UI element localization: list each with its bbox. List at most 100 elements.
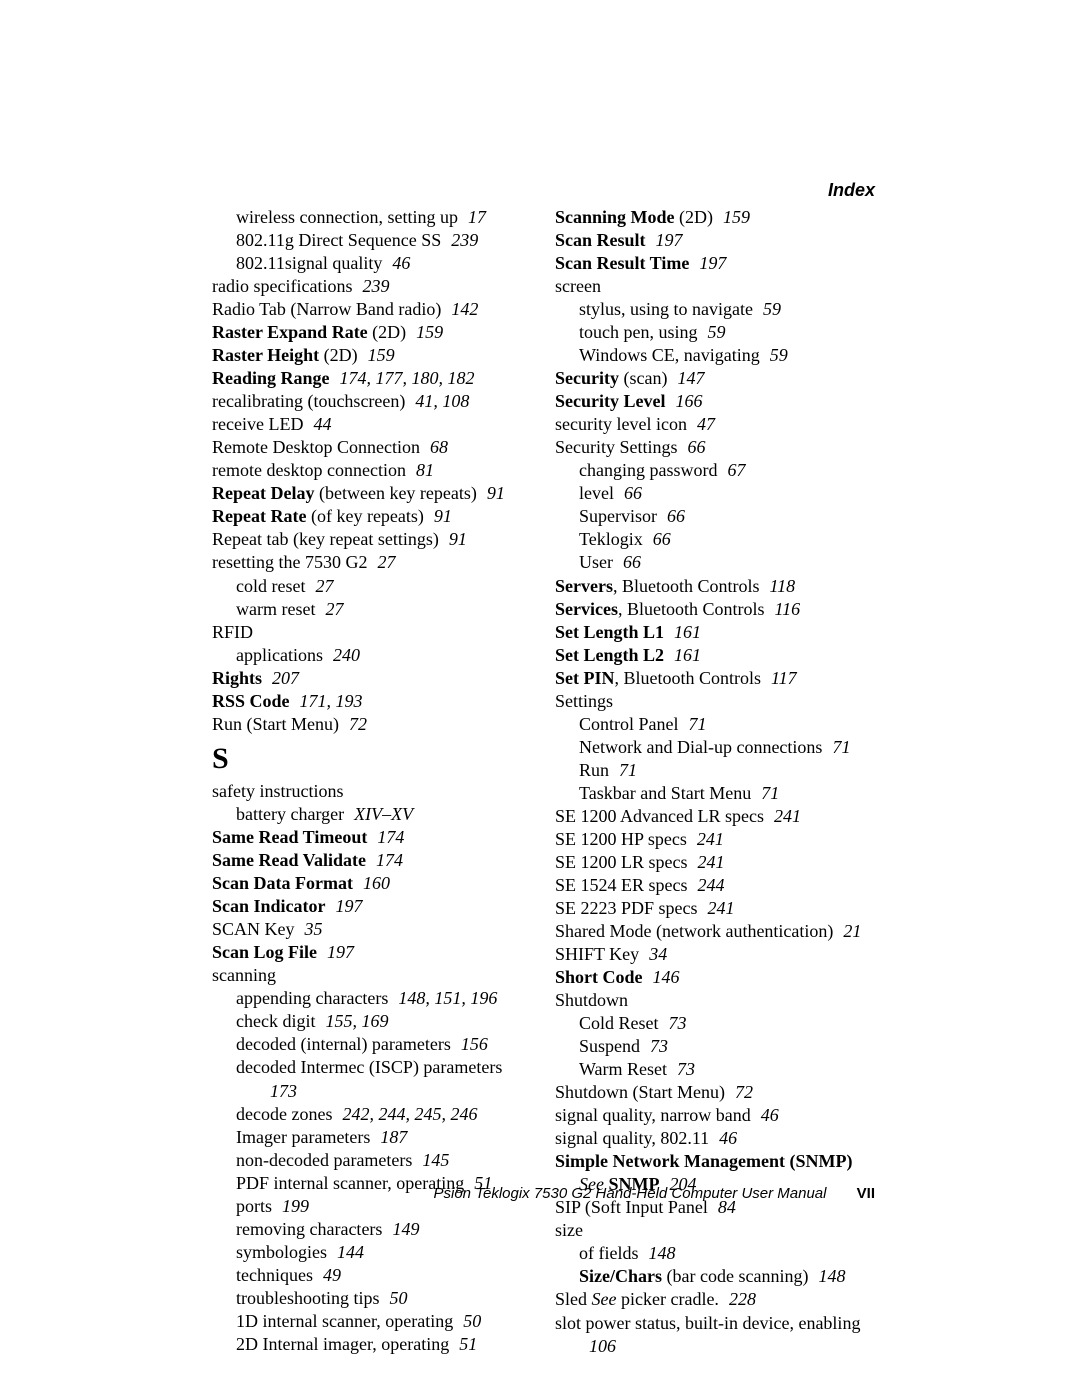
index-entry-page: 228	[729, 1289, 756, 1309]
index-entry-label: of fields	[579, 1243, 638, 1263]
index-entry-label: Set Length L1	[555, 622, 664, 642]
index-entry: receive LED44	[212, 413, 531, 436]
index-entry: signal quality, 802.1146	[555, 1127, 874, 1150]
index-entry-page: 239	[451, 230, 478, 250]
index-entry-label: stylus, using to navigate	[579, 299, 753, 319]
index-entry-page: 27	[325, 599, 343, 619]
index-entry-page: 72	[349, 714, 367, 734]
index-entry-label: Scanning Mode (2D)	[555, 207, 713, 227]
index-entry-label: Short Code	[555, 967, 643, 987]
index-entry-page: 47	[697, 414, 715, 434]
index-entry-label: Repeat Delay (between key repeats)	[212, 483, 477, 503]
index-entry-page: 73	[677, 1059, 695, 1079]
index-entry: Cold Reset73	[555, 1012, 874, 1035]
index-entry: Sled See picker cradle. 228	[555, 1288, 874, 1311]
index-entry-page: 66	[624, 483, 642, 503]
index-entry: decode zones 242, 244, 245, 246	[212, 1103, 531, 1126]
index-entry-label: Set Length L2	[555, 645, 664, 665]
index-entry-label: Sled See picker cradle.	[555, 1289, 719, 1309]
index-entry-label: level	[579, 483, 614, 503]
index-entry-label: size	[555, 1220, 583, 1240]
index-entry-label: scanning	[212, 965, 276, 985]
index-entry-label: Rights	[212, 668, 262, 688]
index-entry-page: 91	[434, 506, 452, 526]
index-entry-page: 174	[377, 827, 404, 847]
index-entry-label: non-decoded parameters	[236, 1150, 412, 1170]
index-entry-label: ports	[236, 1196, 272, 1216]
index-entry: level 66	[555, 482, 874, 505]
index-entry-label: radio specifications	[212, 276, 352, 296]
index-entry-page: 73	[650, 1036, 668, 1056]
index-entry: Raster Height (2D)159	[212, 344, 531, 367]
index-entry-page: 68	[430, 437, 448, 457]
index-entry: Simple Network Management (SNMP)	[555, 1150, 874, 1173]
index-entry-label: Shutdown	[555, 990, 628, 1010]
index-entry-label: decoded Intermec (ISCP) parameters	[236, 1057, 502, 1077]
index-entry-label: SE 1200 LR specs	[555, 852, 688, 872]
index-entry: Scan Result 197	[555, 229, 874, 252]
index-entry-label: Taskbar and Start Menu	[579, 783, 751, 803]
index-entry-label: Simple Network Management (SNMP)	[555, 1151, 852, 1171]
index-entry-page: 59	[770, 345, 788, 365]
index-entry-page: 174, 177, 180, 182	[340, 368, 475, 388]
index-entry-page: 244	[698, 875, 725, 895]
index-entry: Repeat tab (key repeat settings)91	[212, 528, 531, 551]
index-entry: Reading Range174, 177, 180, 182	[212, 367, 531, 390]
index-entry-label: Scan Result Time	[555, 253, 689, 273]
index-entry-label: appending characters	[236, 988, 388, 1008]
index-entry-label: User	[579, 552, 613, 572]
index-entry-label: safety instructions	[212, 781, 343, 801]
index-entry: Supervisor66	[555, 505, 874, 528]
index-entry-label: Security Settings	[555, 437, 678, 457]
index-entry: Shutdown	[555, 989, 874, 1012]
index-entry-page: 91	[487, 483, 505, 503]
index-entry: Scan Log File197	[212, 941, 531, 964]
index-entry: RFID	[212, 621, 531, 644]
index-entry: Security Settings 66	[555, 436, 874, 459]
index-entry-label: Scan Result	[555, 230, 646, 250]
index-entry-label: SHIFT Key	[555, 944, 639, 964]
index-entry: Set Length L1 161	[555, 621, 874, 644]
index-entry: 106	[555, 1335, 874, 1358]
index-entry: Security Level166	[555, 390, 874, 413]
index-entry: warm reset27	[212, 598, 531, 621]
index-entry-label: Size/Chars (bar code scanning)	[579, 1266, 808, 1286]
index-entry-page: 144	[337, 1242, 364, 1262]
index-entry-page: 41, 108	[415, 391, 469, 411]
index-entry-page: 66	[688, 437, 706, 457]
index-entry: wireless connection, setting up17	[212, 206, 531, 229]
index-entry: scanning	[212, 964, 531, 987]
index-entry: Size/Chars (bar code scanning)148	[555, 1265, 874, 1288]
index-entry-label: Shutdown (Start Menu)	[555, 1082, 725, 1102]
index-entry-page: 66	[623, 552, 641, 572]
index-entry-label: Servers, Bluetooth Controls	[555, 576, 760, 596]
footer-page-number: VII	[857, 1185, 875, 1202]
index-entry-page: 34	[649, 944, 667, 964]
index-entry: Teklogix66	[555, 528, 874, 551]
index-entry: Run71	[555, 759, 874, 782]
index-entry-label: Run	[579, 760, 609, 780]
index-entry: Scan Data Format160	[212, 872, 531, 895]
index-entry-label: SE 2223 PDF specs	[555, 898, 698, 918]
index-entry: 1D internal scanner, operating50	[212, 1310, 531, 1333]
index-entry: recalibrating (touchscreen)41, 108	[212, 390, 531, 413]
index-entry-page: 46	[761, 1105, 779, 1125]
index-entry-label: Settings	[555, 691, 613, 711]
index-entry: security level icon47	[555, 413, 874, 436]
index-entry-page: 27	[377, 552, 395, 572]
index-entry: resetting the 7530 G227	[212, 551, 531, 574]
index-entry-label: troubleshooting tips	[236, 1288, 380, 1308]
index-entry-label: removing characters	[236, 1219, 382, 1239]
index-entry-page: 106	[589, 1336, 616, 1356]
index-entry-page: 197	[656, 230, 683, 250]
index-entry-label: decode zones	[236, 1104, 332, 1124]
index-entry-label: Imager parameters	[236, 1127, 370, 1147]
index-entry-label: Teklogix	[579, 529, 643, 549]
index-entry-page: 71	[832, 737, 850, 757]
index-entry-page: 242, 244, 245, 246	[342, 1104, 477, 1124]
index-entry: Same Read Timeout174	[212, 826, 531, 849]
index-entry-label: Cold Reset	[579, 1013, 659, 1033]
index-entry-page: 197	[336, 896, 363, 916]
index-entry-page: 67	[727, 460, 745, 480]
index-entry-page: 161	[674, 622, 701, 642]
